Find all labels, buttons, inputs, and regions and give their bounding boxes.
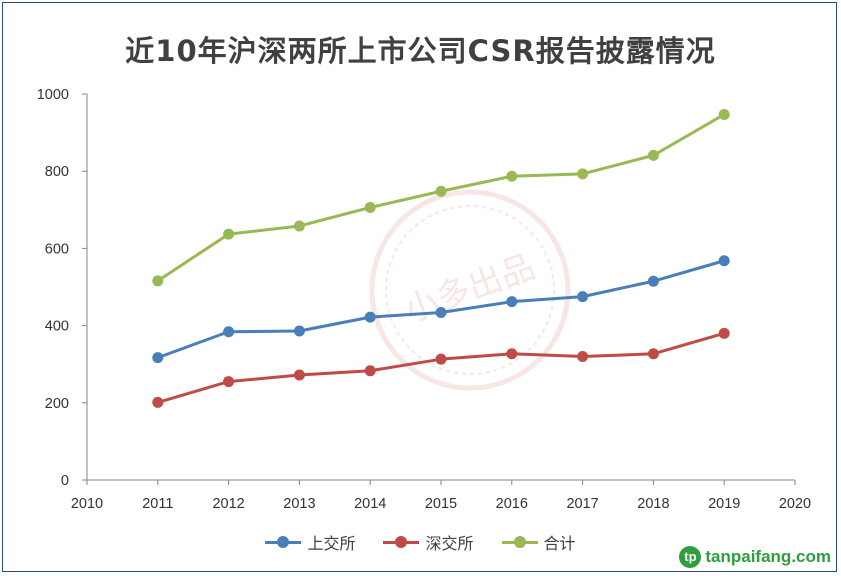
y-tick-label: 600 (45, 241, 69, 257)
y-tick-label: 1000 (37, 87, 69, 103)
x-tick-label: 2017 (566, 496, 598, 512)
watermark-logo: tp tanpaifang.com (679, 546, 831, 568)
data-point (223, 326, 235, 338)
legend-item: 深交所 (383, 530, 474, 554)
series-2 (152, 327, 730, 408)
data-point (718, 327, 730, 339)
data-point (577, 168, 589, 180)
data-point (223, 376, 235, 388)
x-tick-label: 2014 (354, 496, 386, 512)
y-tick-label: 200 (45, 396, 69, 412)
x-tick-label: 2010 (71, 496, 103, 512)
legend-label: 上交所 (307, 534, 356, 553)
x-tick-label: 2011 (142, 496, 173, 512)
x-tick-label: 2018 (637, 496, 669, 512)
data-point (647, 348, 659, 360)
x-tick-label: 2015 (425, 496, 457, 512)
legend-item: 合计 (501, 530, 576, 554)
data-point (506, 170, 518, 182)
x-tick-label: 2019 (708, 496, 740, 512)
legend-swatch (383, 536, 420, 548)
data-point (223, 228, 235, 240)
tp-leaf-icon: tp (679, 546, 702, 568)
data-point (435, 353, 447, 365)
legend-label: 合计 (543, 534, 576, 553)
data-point (577, 291, 589, 303)
watermark-stamp: 小多出品 (369, 189, 571, 391)
x-tick-label: 2013 (283, 496, 315, 512)
legend-swatch (501, 536, 538, 548)
legend-swatch (265, 536, 302, 548)
data-point (506, 348, 518, 360)
data-point (506, 296, 518, 308)
data-point (718, 108, 730, 120)
data-point (435, 185, 447, 197)
legend-label: 深交所 (425, 534, 474, 553)
data-point (293, 220, 305, 232)
data-point (577, 350, 589, 362)
y-tick-label: 800 (45, 164, 69, 180)
data-point (293, 369, 305, 381)
data-point (152, 396, 164, 408)
data-point (435, 306, 447, 318)
x-tick-label: 2020 (779, 496, 811, 512)
y-tick-label: 0 (61, 473, 69, 489)
data-point (647, 149, 659, 161)
y-tick-label: 400 (45, 319, 69, 335)
data-point (364, 365, 376, 377)
data-point (718, 255, 730, 267)
watermark-logo-text: tanpaifang.com (705, 547, 831, 566)
data-point (293, 325, 305, 337)
data-point (364, 311, 376, 323)
x-tick-label: 2016 (496, 496, 528, 512)
x-tick-label: 2012 (212, 496, 244, 512)
series-1 (152, 255, 730, 364)
series-3 (152, 108, 730, 287)
legend-item: 上交所 (265, 530, 355, 554)
legend: 上交所 深交所 合计 (0, 530, 841, 554)
data-point (647, 275, 659, 287)
data-point (364, 201, 376, 213)
chart-title: 近10年沪深两所上市公司CSR报告披露情况 (125, 34, 716, 68)
axes: 0 200 400 600 800 1000 2010 2011 2012 2013 2014 201… (37, 87, 811, 512)
data-point (152, 275, 164, 287)
data-point (152, 352, 164, 364)
series-layer (152, 108, 730, 408)
watermark-stamp-text: 小多出品 (399, 247, 540, 331)
